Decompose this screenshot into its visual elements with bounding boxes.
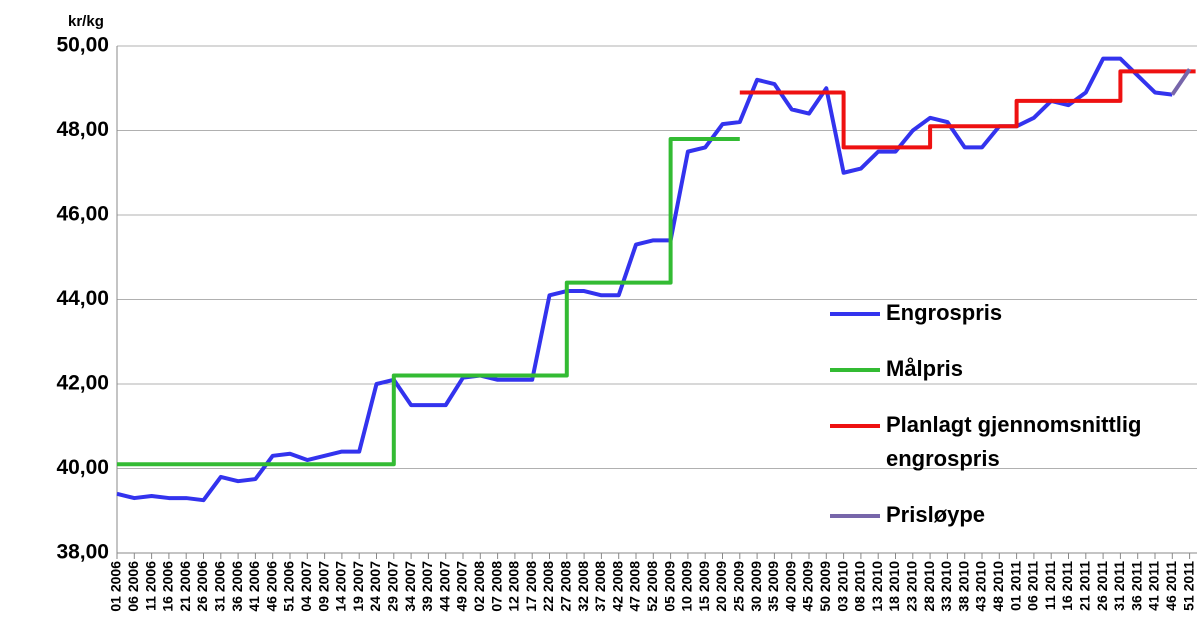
x-tick-label: 13 2010 [869, 561, 885, 612]
y-tick-label: 40,00 [56, 456, 109, 479]
x-tick-label: 03 2010 [834, 561, 850, 612]
x-tick-label: 42 2008 [609, 561, 625, 612]
legend-label: Målpris [886, 356, 964, 381]
x-tick-label: 44 2007 [436, 561, 452, 612]
x-tick-label: 45 2009 [800, 561, 816, 612]
x-tick-label: 08 2010 [852, 561, 868, 612]
x-tick-label: 05 2009 [661, 561, 677, 612]
series-line [1170, 68, 1192, 96]
x-tick-label: 21 2006 [177, 561, 193, 612]
x-tick-label: 04 2007 [298, 561, 314, 612]
x-tick-label: 51 2011 [1180, 561, 1196, 611]
x-tick-label: 50 2009 [817, 561, 833, 612]
x-tick-label: 30 2009 [748, 561, 764, 612]
x-tick-label: 09 2007 [315, 561, 331, 612]
x-tick-label: 51 2006 [281, 561, 297, 612]
x-tick-label: 19 2007 [350, 561, 366, 612]
x-tick-label: 41 2006 [246, 561, 262, 612]
x-tick-label: 07 2008 [488, 561, 504, 612]
x-tick-label: 48 2010 [990, 561, 1006, 612]
x-tick-label: 12 2008 [506, 561, 522, 612]
x-tick-label: 35 2009 [765, 561, 781, 612]
legend-item: Planlagt gjennomsnittlig engrospris [830, 408, 1202, 476]
legend-swatch [830, 368, 880, 372]
x-tick-label: 01 2011 [1007, 561, 1023, 611]
x-tick-label: 34 2007 [402, 561, 418, 612]
x-tick-label: 10 2009 [679, 561, 695, 612]
y-tick-label: 38,00 [56, 541, 109, 564]
x-tick-label: 39 2007 [419, 561, 435, 612]
x-tick-label: 29 2007 [385, 561, 401, 612]
x-tick-label: 14 2007 [333, 561, 349, 612]
legend-label: Prisløype [886, 502, 986, 527]
x-tick-label: 52 2008 [644, 561, 660, 612]
x-tick-label: 18 2010 [886, 561, 902, 612]
legend-label: Planlagt gjennomsnittlig engrospris [886, 412, 1142, 471]
legend: Engrospris Målpris Planlagt gjennomsnittli… [830, 296, 1202, 554]
x-tick-label: 40 2009 [782, 561, 798, 612]
x-tick-label: 47 2008 [627, 561, 643, 612]
x-tick-label: 06 2011 [1025, 561, 1041, 611]
x-tick-label: 46 2006 [263, 561, 279, 612]
x-tick-label: 27 2008 [558, 561, 574, 612]
x-tick-label: 01 2006 [108, 561, 124, 612]
x-tick-label: 36 2011 [1128, 561, 1144, 611]
x-tick-label: 23 2010 [904, 561, 920, 612]
x-tick-label: 26 2006 [194, 561, 210, 612]
legend-item: Engrospris [830, 296, 1202, 330]
y-unit: kr/kg [68, 13, 104, 30]
y-tick-label: 42,00 [56, 372, 109, 395]
x-tick-label: 26 2011 [1094, 561, 1110, 611]
legend-swatch [830, 312, 880, 316]
y-tick-label: 46,00 [56, 203, 109, 226]
x-tick-label: 21 2011 [1077, 561, 1093, 611]
x-tick-label: 28 2010 [921, 561, 937, 612]
x-tick-label: 11 2006 [142, 561, 158, 611]
x-tick-label: 49 2007 [454, 561, 470, 612]
x-tick-label: 17 2008 [523, 561, 539, 612]
legend-swatch [830, 514, 880, 518]
x-tick-label: 43 2010 [973, 561, 989, 612]
y-tick-label: 48,00 [56, 118, 109, 141]
x-tick-label: 41 2011 [1146, 561, 1162, 611]
y-tick-label: 50,00 [56, 34, 109, 57]
x-tick-label: 15 2009 [696, 561, 712, 612]
y-tick-label: 44,00 [56, 287, 109, 310]
x-tick-label: 06 2006 [125, 561, 141, 612]
x-tick-label: 46 2011 [1163, 561, 1179, 611]
legend-swatch [830, 424, 880, 428]
legend-item: Målpris [830, 352, 1202, 386]
x-tick-label: 20 2009 [713, 561, 729, 612]
legend-item: Prisløype [830, 498, 1202, 532]
x-tick-label: 24 2007 [367, 561, 383, 612]
x-tick-label: 02 2008 [471, 561, 487, 612]
x-tick-label: 25 2009 [731, 561, 747, 612]
x-tick-label: 37 2008 [592, 561, 608, 612]
x-tick-label: 36 2006 [229, 561, 245, 612]
x-tick-label: 32 2008 [575, 561, 591, 612]
series-line [116, 56, 1173, 503]
legend-label: Engrospris [886, 300, 1003, 325]
x-tick-label: 31 2011 [1111, 561, 1127, 611]
x-tick-label: 38 2010 [955, 561, 971, 612]
x-tick-label: 16 2011 [1059, 561, 1075, 611]
x-tick-label: 31 2006 [212, 561, 228, 612]
x-tick-label: 11 2011 [1042, 561, 1058, 610]
series-line [117, 136, 740, 467]
x-tick-label: 22 2008 [540, 561, 556, 612]
x-tick-label: 16 2006 [160, 561, 176, 612]
x-tick-label: 33 2010 [938, 561, 954, 612]
series-line [739, 69, 1196, 150]
